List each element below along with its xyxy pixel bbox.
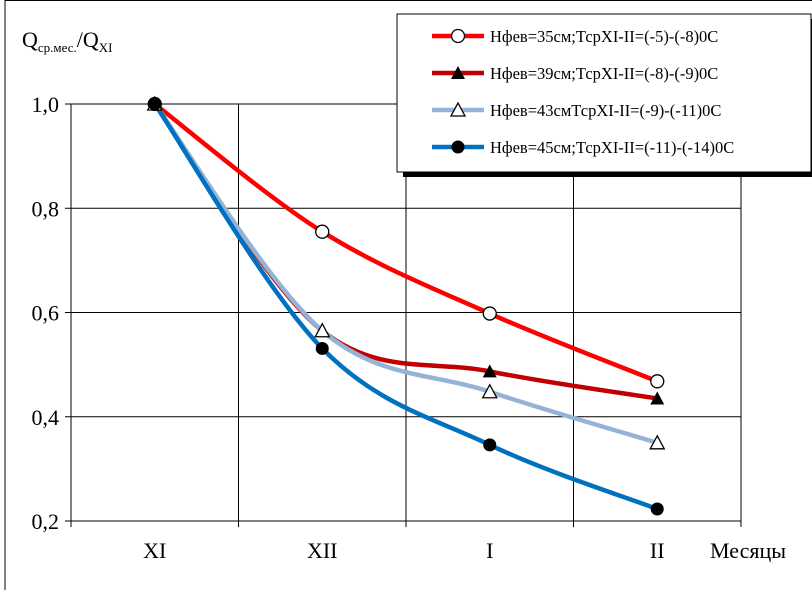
series-markers xyxy=(146,95,666,516)
legend-marker-1 xyxy=(450,28,466,44)
legend-marker-4 xyxy=(451,140,465,154)
x-tick-label: XI xyxy=(143,538,166,563)
y-tick-label: 0,2 xyxy=(32,509,60,534)
series-4-point xyxy=(315,341,329,355)
legend-label-1: Нфев=35см;ТсрXI-II=(-5)-(-8)0С xyxy=(490,27,718,46)
series-4-point xyxy=(650,502,664,516)
series-lines xyxy=(152,101,660,512)
legend-label-2: Нфев=39см;ТсрXI-II=(-8)-(-9)0С xyxy=(490,64,718,83)
legend: Нфев=35см;ТсрXI-II=(-5)-(-8)0С Нфев=39см;… xyxy=(396,13,812,177)
legend-marker-2 xyxy=(451,66,465,79)
legend-label-4: Нфев=45см;ТсрXI-II=(-11)-(-14)0С xyxy=(490,138,734,157)
y-title-sub1: ср.мес. xyxy=(38,40,77,55)
tick-labels: 0,20,40,60,81,0XI XII I II xyxy=(32,92,665,563)
y-tick-label: 0,6 xyxy=(32,301,60,326)
y-tick-label: 0,8 xyxy=(32,196,60,221)
series-3-point xyxy=(649,434,666,450)
series-4-point xyxy=(483,438,497,452)
legend-marker-3 xyxy=(449,101,467,117)
series-1-point xyxy=(315,224,330,239)
x-axis-title: Месяцы xyxy=(710,538,786,563)
y-title-sep: /Q xyxy=(77,27,99,52)
series-2-point xyxy=(650,391,665,405)
x-tick-label: I xyxy=(486,538,493,563)
series-2-point xyxy=(482,364,497,378)
y-title-main: Q xyxy=(22,27,38,52)
series-4-point xyxy=(148,97,162,111)
y-axis-title: Qср.мес./QXI xyxy=(22,27,112,55)
y-title-sub2: XI xyxy=(99,40,113,55)
series-3-point xyxy=(314,322,331,338)
series-3-point xyxy=(481,383,498,399)
axes xyxy=(4,0,812,590)
series-1-point xyxy=(482,306,497,321)
y-tick-label: 0,4 xyxy=(32,405,60,430)
series-line-4 xyxy=(152,101,660,512)
x-tick-label: II xyxy=(650,538,665,563)
x-tick-label: XII xyxy=(307,538,338,563)
series-1-point xyxy=(650,374,665,389)
series-line-3 xyxy=(152,101,660,446)
series-line-1 xyxy=(152,101,660,384)
legend-label-3: Нфев=43смТсрXI-II=(-9)-(-11)0С xyxy=(490,101,721,120)
y-tick-label: 1,0 xyxy=(32,92,60,117)
